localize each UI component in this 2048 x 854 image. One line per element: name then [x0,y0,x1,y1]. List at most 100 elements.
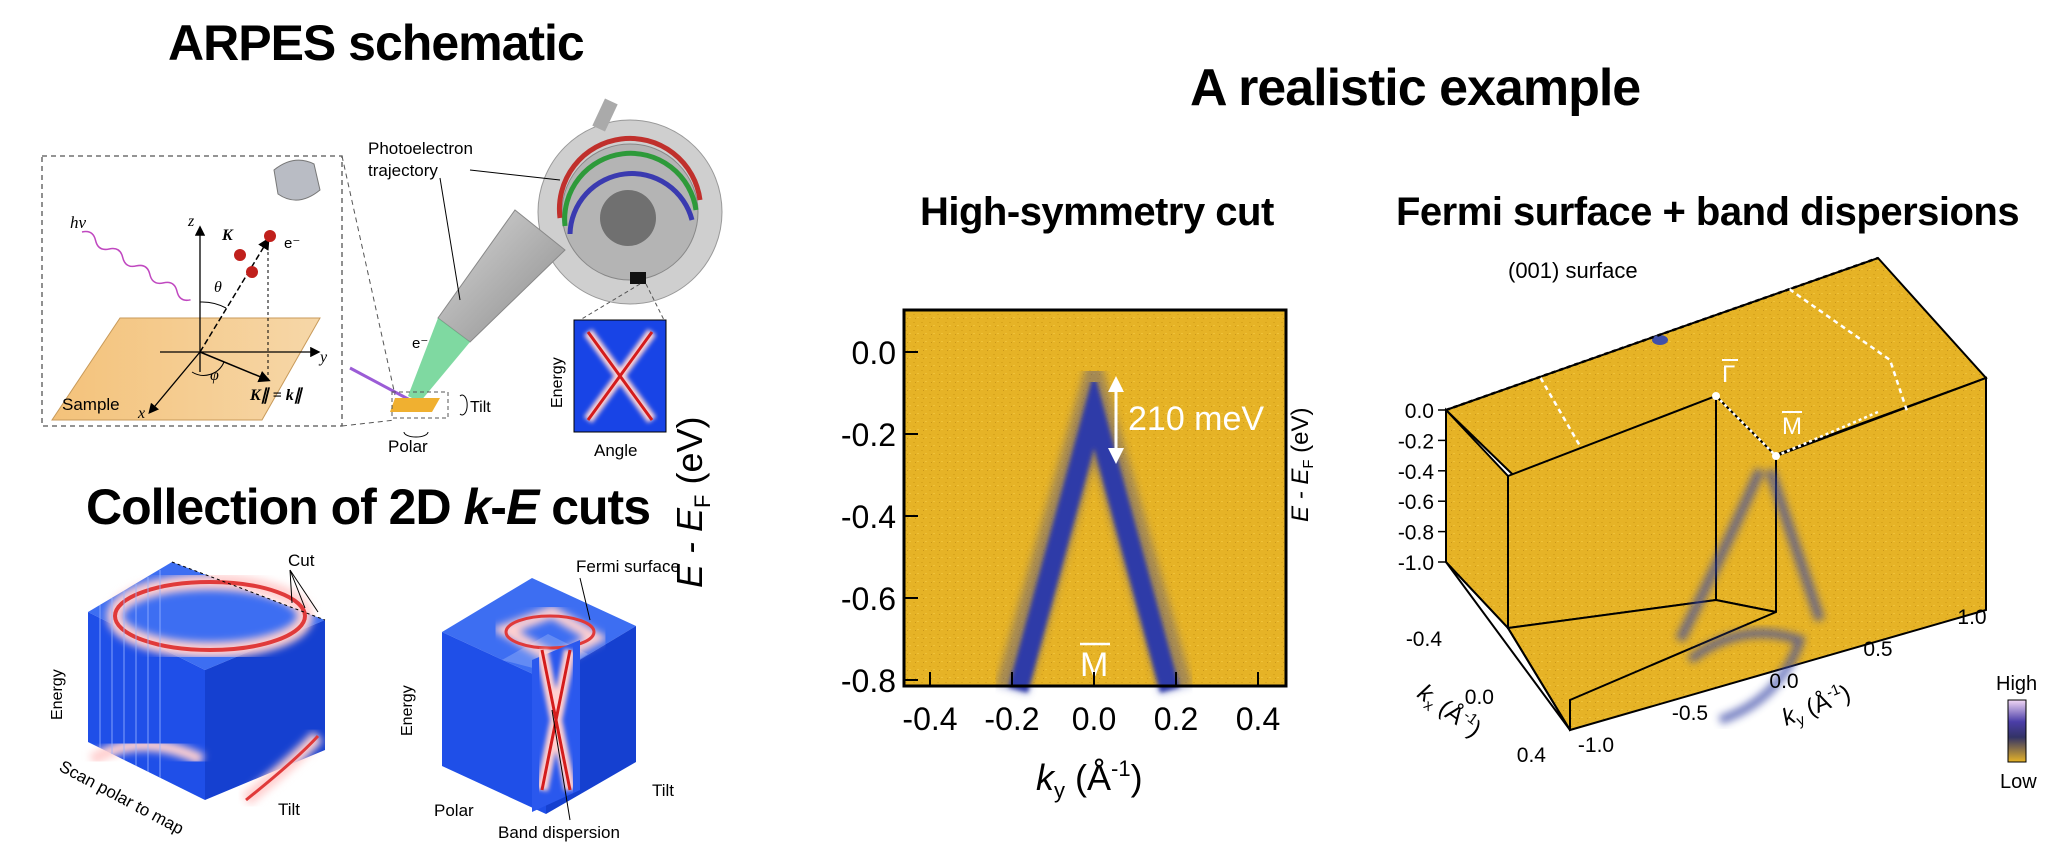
trajectory-blue [567,171,695,235]
y-label: y [318,349,328,366]
analyzer-port [592,98,618,132]
x-axis [148,351,201,414]
cut-xlabel-sup: -1 [1111,756,1131,781]
arpes-schematic-title: ARPES schematic [168,15,585,71]
fermi-ky-ticks: -1.0 -0.5 0.0 0.5 1.0 [1578,606,1987,757]
cut-xtick-label: 0.2 [1154,701,1198,737]
fermi-kxtick-label: 0.4 [1517,744,1547,767]
fermi-ylabel-sub: F [1300,459,1317,468]
fermi-ylabel-unit: (eV) [1287,407,1314,459]
cut-ytick-label: 0.0 [852,335,896,371]
realistic-example-title: A realistic example [1190,59,1641,117]
cut-x-ticks: -0.4 -0.2 0.0 0.2 0.4 [902,672,1280,737]
trajectory-red [556,135,703,219]
m-label: M [1782,413,1802,440]
cube-tilt-label: Tilt [652,781,674,800]
arpes-schematic-diagram: hν z y x K e⁻ θ φ K∥ = k∥ Sample Photoel… [41,98,723,460]
cut-xlabel-k: k [1036,757,1056,798]
gamma-m-line [1715,395,1777,457]
zoom-line-bottom [341,419,396,427]
cube-fermi-ring [504,614,596,650]
cube-band-2 [540,649,572,791]
colorbar-high-label: High [1996,673,2037,695]
cut-xlabel-close: ) [1131,757,1143,798]
stack-corner-band [245,734,320,802]
fermi-ylabel-main: E - E [1287,468,1314,522]
bz-line-left [1534,369,1582,447]
mini-energy-label: Energy [549,357,566,408]
electron-label-2: e⁻ [412,335,428,352]
trajectory-pointer [469,169,561,181]
small-sample-box [391,391,449,419]
m-point [1772,452,1780,460]
fermi-spot [1652,335,1668,345]
fermi-surface-pointer [579,577,591,621]
colorbar [2007,699,2027,763]
photon-beam [349,366,411,402]
cut-xlabel-sub: y [1054,778,1065,803]
tilt-rotation-arrow [459,394,468,416]
fermi-kxtick-label: -0.4 [1406,628,1443,651]
mini-plot-pointer-l [579,283,641,321]
electron-3 [264,230,276,242]
fermi-energy-ticks: 0.0 -0.2 -0.4 -0.6 -0.8 -1.0 [1398,400,1446,575]
high-symmetry-cut-title: High-symmetry cut [920,190,1274,234]
cut-ytick-label: -0.2 [841,417,896,453]
collection-title-dash: - [490,479,507,535]
band-dispersion-pointer [551,709,571,821]
collection-title-pre: Collection of 2D [86,479,464,535]
cut-xtick-label: -0.4 [902,701,957,737]
cut-ylabel-main: E - E [669,507,710,588]
fermi-kx-ticks: -0.4 0.0 0.4 [1406,628,1546,767]
cut-ylabel-unit: (eV) [669,417,710,495]
electron-cone [408,318,470,402]
gap-arrow-down [1108,448,1124,464]
stack-slices [99,570,161,778]
small-sample [390,398,440,412]
cut-pointer-3 [289,569,293,604]
cut-ytick-label: -0.4 [841,499,896,535]
k-vector [199,237,270,353]
colorbar-low-label: Low [2000,771,2037,793]
stack-bottom-glow [88,739,205,766]
trajectory-label: trajectory [368,161,438,180]
analyzer [408,98,723,402]
cut-pointer-1 [289,569,319,613]
cut-label: Cut [288,551,315,570]
k-label: K [221,227,234,244]
fermi-surface-label: Fermi surface [576,557,680,576]
collection-title-k: k [463,479,491,535]
collection-title-e: E [505,479,539,535]
fermi-ztick-label: 0.0 [1405,400,1434,423]
trajectory-green [562,150,699,227]
gamma-label: Γ [1722,361,1735,388]
fermi-ky-sup: -1 [1824,681,1843,702]
fermi-ylabel: E - EF (eV) [1287,407,1317,522]
polar-rotation-arrow [403,431,429,438]
cut-ytick-label: -0.8 [841,663,896,699]
stack-ring [113,580,307,652]
analyzer-core [600,190,656,246]
theta-arc [199,301,227,309]
cube-top [442,578,636,680]
inset-box [41,155,343,427]
photoelectron-label: Photoelectron [368,139,473,158]
electron-label: e⁻ [284,235,300,252]
gamma-point [1712,392,1720,400]
x-label: x [137,405,145,422]
collection-title: Collection of 2D k-E cuts [86,478,651,536]
photon-wave [81,230,191,302]
phi-label: φ [210,367,219,384]
electron-1 [234,249,246,261]
fermi-ztick-label: -0.6 [1398,491,1434,514]
fermi-band-2 [1687,628,1806,725]
cut-xtick-label: -0.2 [984,701,1039,737]
cube-front [442,632,546,814]
fermi-plot: Γ M (001) surface 0.0 -0.2 -0.4 -0.6 -0.8 -1.… [1287,256,2037,793]
gap-arrow-up [1108,376,1124,392]
surface-label: (001) surface [1508,258,1638,283]
tilt-label: Tilt [470,399,491,416]
cut-xlabel: ky (Å-1) [1036,756,1143,803]
detector-lens [273,159,321,201]
fermi-kytick-label: -1.0 [1578,734,1614,757]
